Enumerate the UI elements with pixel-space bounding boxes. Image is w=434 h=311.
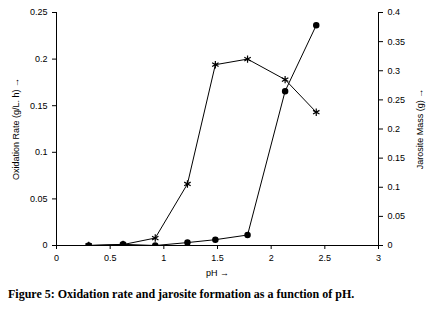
svg-text:0.5: 0.5 — [104, 253, 117, 263]
svg-text:0.05: 0.05 — [388, 211, 406, 221]
svg-text:0.3: 0.3 — [388, 66, 401, 76]
svg-text:1.5: 1.5 — [211, 253, 224, 263]
svg-text:0: 0 — [388, 240, 393, 250]
svg-text:Jarosite Mass (g) →: Jarosite Mass (g) → — [415, 89, 425, 170]
html-text:Figure 5: Oxidation rate and j: Figure 5: Oxidation rate and jarosite fo… — [8, 287, 355, 301]
svg-text:0.25: 0.25 — [30, 7, 48, 17]
svg-text:0.4: 0.4 — [388, 7, 401, 17]
svg-text:Oxidation Rate (g/L. h) →: Oxidation Rate (g/L. h) → — [11, 78, 21, 180]
svg-text:0.1: 0.1 — [35, 147, 48, 157]
svg-text:0.25: 0.25 — [388, 95, 406, 105]
svg-text:2: 2 — [269, 253, 274, 263]
svg-text:pH →: pH → — [206, 268, 229, 278]
svg-text:2.5: 2.5 — [319, 253, 332, 263]
svg-text:0.1: 0.1 — [388, 182, 401, 192]
svg-text:0: 0 — [54, 253, 59, 263]
svg-text:0.15: 0.15 — [30, 101, 48, 111]
svg-text:0.05: 0.05 — [30, 194, 48, 204]
svg-text:0: 0 — [42, 240, 47, 250]
svg-text:0.15: 0.15 — [388, 153, 406, 163]
svg-text:0.35: 0.35 — [388, 37, 406, 47]
svg-text:3: 3 — [376, 253, 381, 263]
svg-text:0.2: 0.2 — [388, 124, 401, 134]
svg-text:1: 1 — [161, 253, 166, 263]
svg-text:0.2: 0.2 — [35, 54, 48, 64]
